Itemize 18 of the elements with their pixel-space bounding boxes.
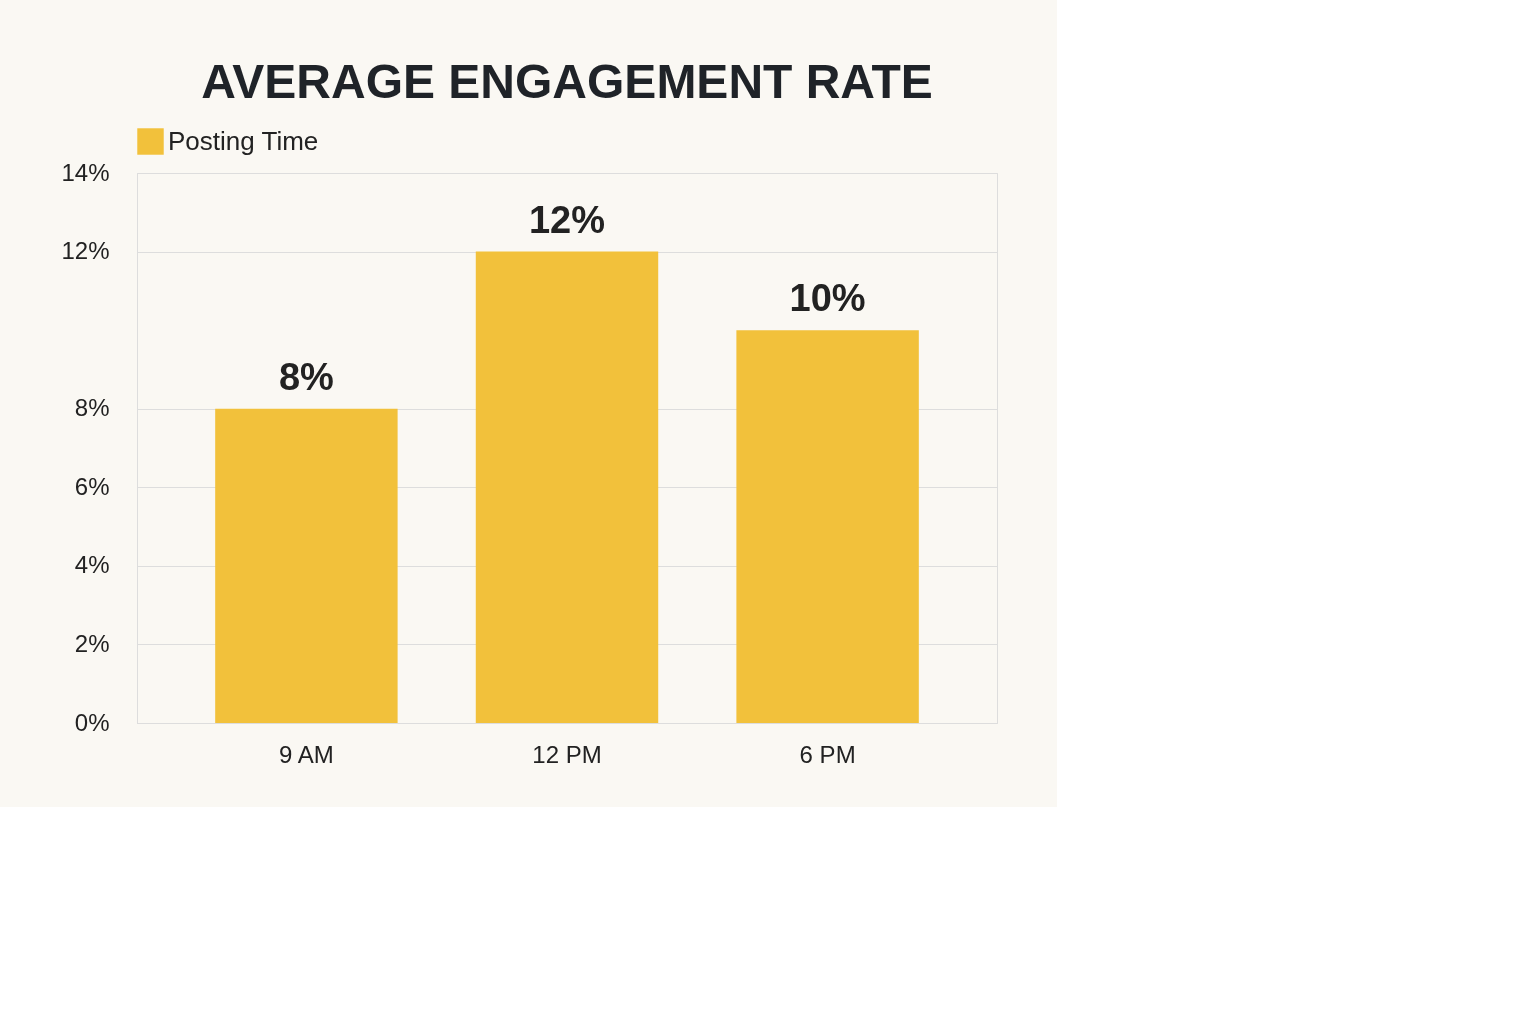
y-tick-label: 12%	[61, 237, 110, 265]
y-tick-label: 4%	[74, 551, 110, 579]
x-tick-label: 9 AM	[279, 740, 334, 768]
y-tick-label: 6%	[74, 472, 110, 500]
x-tick-label: 6 PM	[799, 740, 856, 768]
bar	[475, 251, 659, 723]
x-tick-label: 12 PM	[532, 740, 602, 768]
legend-label: Posting Time	[168, 125, 319, 156]
chart-title: AVERAGE ENGAGEMENT RATE	[201, 55, 933, 108]
data-label: 10%	[789, 277, 866, 320]
bar	[736, 330, 919, 723]
y-tick-label: 0%	[74, 708, 110, 736]
y-tick-label: 2%	[74, 629, 110, 657]
y-tick-label: 14%	[61, 158, 110, 186]
y-tick-label: 8%	[74, 394, 110, 422]
data-label: 8%	[278, 355, 334, 398]
bar	[215, 408, 398, 723]
data-label: 12%	[528, 198, 606, 241]
